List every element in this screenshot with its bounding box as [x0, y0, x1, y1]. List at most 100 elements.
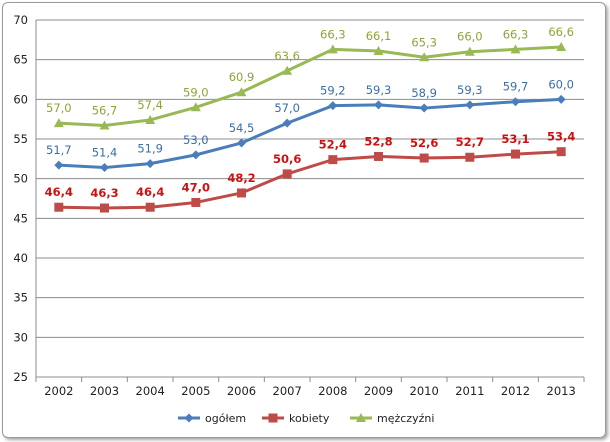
x-tick-label: 2013	[547, 384, 576, 398]
data-point-marker	[237, 138, 246, 148]
data-label: 59,7	[503, 80, 529, 94]
x-tick-label: 2006	[227, 384, 256, 398]
data-label: 59,2	[320, 84, 346, 98]
x-tick-label: 2003	[90, 384, 119, 398]
data-label: 59,3	[366, 83, 392, 97]
data-label: 50,6	[273, 152, 301, 166]
data-label: 65,3	[411, 35, 437, 49]
data-point-marker	[328, 101, 338, 111]
data-point-marker	[465, 152, 475, 162]
data-label: 57,0	[46, 101, 72, 115]
y-tick-label: 55	[13, 132, 28, 146]
data-point-marker	[419, 153, 429, 163]
data-label: 51,4	[92, 146, 118, 160]
series-line-2	[58, 45, 562, 128]
legend-marker	[184, 413, 194, 423]
data-label: 46,3	[90, 186, 118, 200]
y-tick-label: 60	[13, 92, 28, 106]
y-tick-label: 50	[13, 172, 28, 186]
data-point-marker	[511, 149, 520, 159]
data-point-marker	[419, 52, 430, 62]
data-label: 53,0	[183, 133, 209, 147]
data-point-marker	[374, 100, 383, 110]
y-tick-label: 30	[13, 330, 28, 344]
data-label: 53,1	[501, 132, 529, 146]
y-tick-label: 25	[13, 370, 28, 384]
data-label: 48,2	[227, 171, 255, 185]
data-point-marker	[54, 202, 64, 212]
x-tick-label: 2002	[44, 384, 73, 398]
data-point-marker	[99, 120, 110, 130]
data-point-marker	[510, 44, 521, 54]
data-label: 59,3	[457, 83, 483, 97]
data-label: 60,9	[229, 70, 255, 84]
data-point-marker	[191, 150, 201, 160]
y-tick-label: 70	[13, 13, 28, 27]
data-point-marker	[145, 159, 155, 169]
data-label: 57,0	[274, 101, 300, 115]
data-point-marker	[328, 155, 338, 165]
legend-marker	[356, 413, 366, 422]
data-label: 57,4	[137, 98, 163, 112]
data-label: 66,1	[366, 29, 392, 43]
data-label: 59,0	[183, 85, 209, 99]
legend-entry: mężczyźni	[377, 412, 434, 425]
data-point-marker	[54, 160, 64, 170]
data-point-marker	[145, 114, 156, 124]
y-tick-label: 45	[13, 211, 28, 225]
data-point-marker	[373, 45, 384, 55]
data-point-marker	[556, 41, 567, 51]
data-label: 52,6	[410, 136, 438, 150]
data-point-marker	[464, 46, 475, 56]
data-label: 58,9	[411, 86, 437, 100]
data-label: 52,4	[319, 138, 347, 152]
data-label: 66,3	[503, 27, 529, 41]
data-label: 52,7	[456, 135, 484, 149]
data-label: 46,4	[136, 185, 164, 199]
data-label: 51,7	[46, 143, 72, 157]
x-tick-label: 2008	[318, 384, 347, 398]
data-label: 46,4	[45, 185, 73, 199]
legend-entry: ogółem	[205, 412, 246, 425]
data-label: 66,0	[457, 30, 483, 44]
data-point-marker	[190, 102, 201, 112]
data-point-marker	[100, 203, 109, 213]
data-point-marker	[282, 169, 292, 179]
x-tick-label: 2011	[455, 384, 484, 398]
x-tick-label: 2004	[136, 384, 165, 398]
data-point-marker	[282, 65, 293, 75]
data-point-marker	[556, 94, 566, 104]
data-point-marker	[191, 197, 201, 207]
data-point-marker	[100, 163, 109, 173]
x-tick-label: 2010	[410, 384, 439, 398]
data-label: 60,0	[548, 77, 574, 91]
data-label: 52,8	[364, 134, 392, 148]
y-tick-label: 35	[13, 291, 28, 305]
series-line-1	[58, 150, 562, 210]
data-label: 53,4	[547, 130, 575, 144]
data-point-marker	[282, 118, 292, 128]
x-tick-label: 2007	[273, 384, 302, 398]
data-point-marker	[53, 118, 64, 128]
data-point-marker	[465, 100, 475, 110]
data-point-marker	[327, 44, 338, 54]
data-point-marker	[556, 147, 566, 157]
data-point-marker	[145, 202, 155, 212]
data-point-marker	[374, 151, 383, 161]
x-tick-label: 2009	[364, 384, 393, 398]
data-point-marker	[236, 87, 247, 97]
data-point-marker	[419, 103, 429, 113]
legend-marker	[268, 413, 278, 423]
series-line-0	[58, 97, 562, 170]
data-label: 56,7	[92, 104, 118, 118]
y-tick-label: 40	[13, 251, 28, 265]
data-point-marker	[511, 97, 520, 107]
chart-frame	[2, 2, 606, 438]
data-label: 51,9	[137, 142, 163, 156]
y-tick-label: 65	[13, 53, 28, 67]
data-label: 66,3	[320, 27, 346, 41]
data-label: 66,6	[548, 25, 574, 39]
legend-entry: kobiety	[289, 412, 330, 425]
data-label: 47,0	[182, 180, 210, 194]
